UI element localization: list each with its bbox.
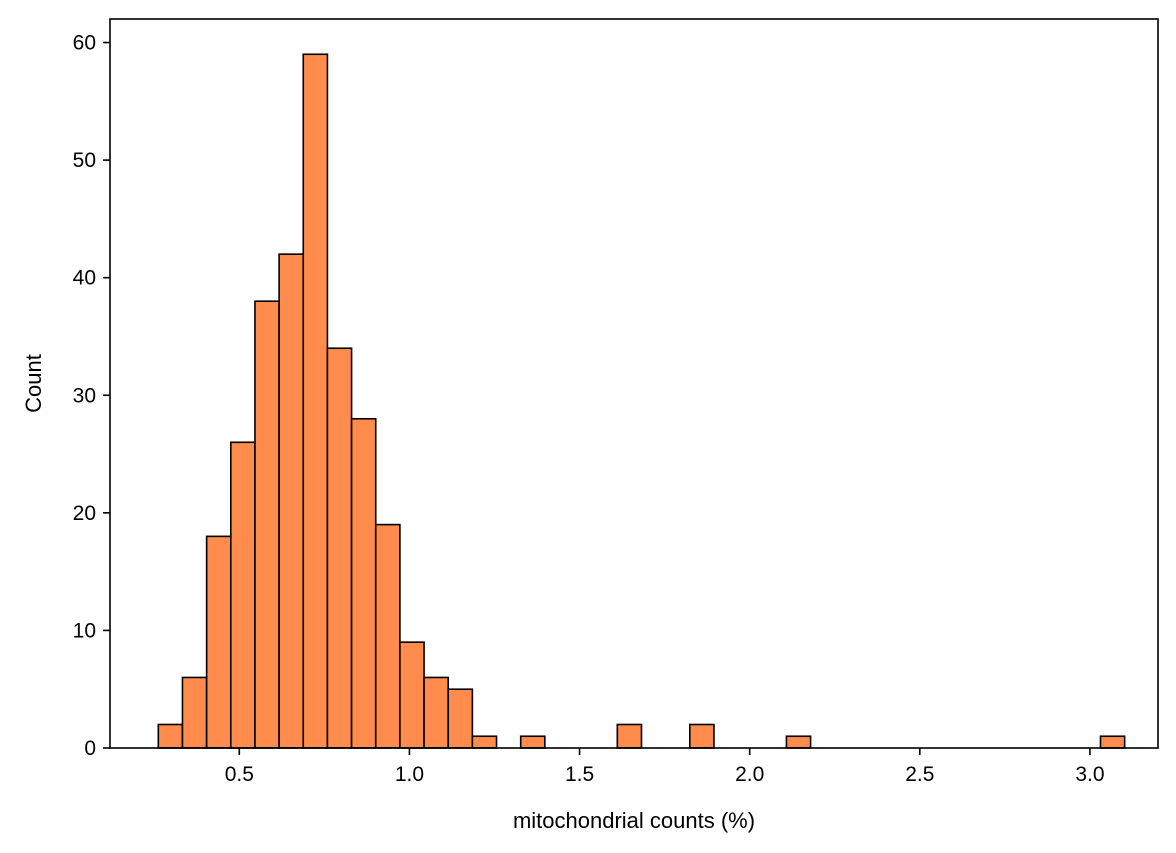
histogram-bar <box>229 441 256 749</box>
x-tick-label: 0.5 <box>225 763 254 786</box>
y-tick-label: 50 <box>73 149 96 172</box>
histogram-bar <box>423 676 450 749</box>
y-tick-label: 10 <box>73 619 96 642</box>
x-tick-label: 1.5 <box>565 763 594 786</box>
y-tick-label: 20 <box>73 502 96 525</box>
histogram-bar <box>785 735 812 749</box>
y-tick-label: 30 <box>73 384 96 407</box>
histogram-bar <box>157 723 184 749</box>
histogram-bar <box>181 676 208 749</box>
y-axis-ticks: 0 10 20 30 40 50 60 <box>73 32 110 760</box>
x-tick-label: 2.0 <box>735 763 764 786</box>
histogram-bar <box>205 535 232 749</box>
x-tick-label: 3.0 <box>1075 763 1104 786</box>
histogram-bar <box>374 523 401 749</box>
y-tick-label: 40 <box>73 267 96 290</box>
histogram-bar <box>399 641 425 749</box>
x-axis-ticks: 0.5 1.0 1.5 2.0 2.5 3.0 <box>225 748 1105 786</box>
bars-group <box>157 53 1126 749</box>
x-tick-label: 1.0 <box>395 763 424 786</box>
histogram-bar <box>471 735 498 749</box>
plot-frame <box>109 18 1159 749</box>
y-axis-label: Count <box>21 354 46 413</box>
y-tick-label: 60 <box>73 32 96 55</box>
histogram-bar <box>302 53 329 749</box>
histogram-bar <box>1099 735 1126 749</box>
y-tick-label: 0 <box>84 737 96 760</box>
histogram-bar <box>326 347 353 749</box>
histogram-bar <box>278 253 305 749</box>
histogram-bar <box>447 688 474 749</box>
x-axis-label: mitochondrial counts (%) <box>513 808 755 833</box>
histogram-bar <box>350 417 377 749</box>
histogram-bar <box>519 735 546 749</box>
histogram-bar <box>689 723 715 749</box>
x-tick-label: 2.5 <box>905 763 934 786</box>
histogram-bar <box>254 300 280 749</box>
histogram-bar <box>616 723 643 749</box>
